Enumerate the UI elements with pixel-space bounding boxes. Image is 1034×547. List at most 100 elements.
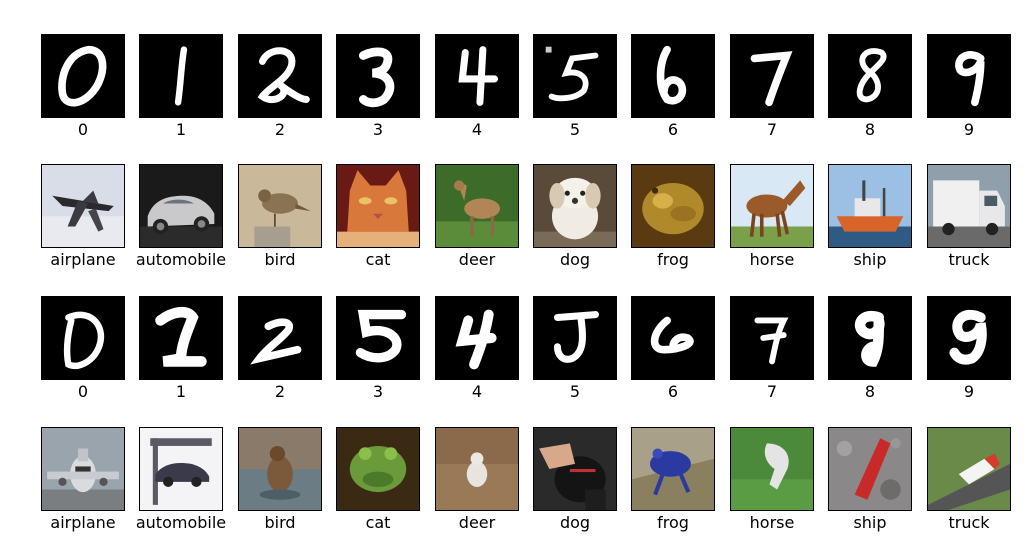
tile-label: deer [458, 513, 496, 532]
tile: deer [435, 164, 519, 269]
tile-label: ship [853, 513, 887, 532]
tile-label: automobile [135, 513, 227, 532]
tile: bird [238, 427, 322, 532]
tile: 2 [238, 34, 322, 139]
tile-label: automobile [135, 250, 227, 269]
digits-row-1: 0 1 2 3 4 [41, 34, 1011, 154]
tile: 6 [631, 34, 715, 139]
tile: 4 [435, 34, 519, 139]
tile-label: 2 [274, 382, 286, 401]
tile: 1 [139, 296, 223, 401]
digit-5-image [533, 296, 617, 380]
tile-label: horse [749, 250, 795, 269]
tile-label: dog [559, 513, 591, 532]
tile: 7 [730, 34, 814, 139]
tile: 6 [631, 296, 715, 401]
digit-6-image [631, 296, 715, 380]
tile: 1 [139, 34, 223, 139]
horse-photo [730, 427, 814, 511]
tile-label: 0 [77, 382, 89, 401]
tile-label: truck [948, 250, 990, 269]
tile-label: horse [749, 513, 795, 532]
bird-photo [238, 427, 322, 511]
tile: truck [927, 164, 1011, 269]
tile-label: 8 [864, 382, 876, 401]
objects-row-1: airplane automobile bird cat deer [41, 164, 1011, 284]
tile-label: deer [458, 250, 496, 269]
tile: ship [828, 164, 912, 269]
tile-label: truck [948, 513, 990, 532]
digits-row-2: 0 1 2 3 4 [41, 296, 1011, 416]
tile-label: 0 [77, 120, 89, 139]
tile-label: 6 [667, 120, 679, 139]
digit-1-image [139, 296, 223, 380]
digit-4-image [435, 296, 519, 380]
airplane-photo [41, 164, 125, 248]
tile: 3 [336, 296, 420, 401]
digit-8-image [828, 34, 912, 118]
horse-photo [730, 164, 814, 248]
tile-label: 6 [667, 382, 679, 401]
tile-label: bird [264, 513, 296, 532]
tile-label: 4 [471, 382, 483, 401]
tile: deer [435, 427, 519, 532]
tile: 4 [435, 296, 519, 401]
tile: frog [631, 164, 715, 269]
digit-0-image [41, 34, 125, 118]
bird-photo [238, 164, 322, 248]
tile: airplane [41, 427, 125, 532]
tile-label: 2 [274, 120, 286, 139]
tile: horse [730, 164, 814, 269]
tile: ship [828, 427, 912, 532]
tile: 2 [238, 296, 322, 401]
digit-9-image [927, 34, 1011, 118]
cat-photo [336, 164, 420, 248]
tile: 8 [828, 34, 912, 139]
tile: 8 [828, 296, 912, 401]
ship-photo [828, 427, 912, 511]
digit-2-image [238, 34, 322, 118]
tile: cat [336, 164, 420, 269]
deer-photo [435, 164, 519, 248]
digit-9-image [927, 296, 1011, 380]
tile: dog [533, 427, 617, 532]
digit-6-image [631, 34, 715, 118]
digit-4-image [435, 34, 519, 118]
tile: 3 [336, 34, 420, 139]
tile: cat [336, 427, 420, 532]
tile: 9 [927, 34, 1011, 139]
tile: automobile [136, 427, 226, 532]
tile: 5 [533, 296, 617, 401]
truck-photo [927, 427, 1011, 511]
tile-label: frog [657, 513, 689, 532]
tile: 0 [41, 296, 125, 401]
tile: automobile [136, 164, 226, 269]
tile-label: 8 [864, 120, 876, 139]
tile-label: 3 [372, 120, 384, 139]
tile: 5 [533, 34, 617, 139]
deer-photo [435, 427, 519, 511]
tile-label: bird [264, 250, 296, 269]
tile: 0 [41, 34, 125, 139]
dog-photo [533, 164, 617, 248]
tile-label: 3 [372, 382, 384, 401]
digit-5-image [533, 34, 617, 118]
objects-row-2: airplane automobile bird cat deer [41, 427, 1011, 547]
automobile-photo [139, 164, 223, 248]
digit-0-image [41, 296, 125, 380]
tile-label: 9 [963, 120, 975, 139]
frog-photo [631, 427, 715, 511]
tile-label: airplane [50, 250, 116, 269]
digit-2-image [238, 296, 322, 380]
tile-label: dog [559, 250, 591, 269]
tile: airplane [41, 164, 125, 269]
automobile-photo [139, 427, 223, 511]
tile-label: cat [365, 513, 391, 532]
airplane-photo [41, 427, 125, 511]
digit-8-image [828, 296, 912, 380]
digit-7-image [730, 296, 814, 380]
tile: 9 [927, 296, 1011, 401]
tile-label: frog [657, 250, 689, 269]
tile: dog [533, 164, 617, 269]
